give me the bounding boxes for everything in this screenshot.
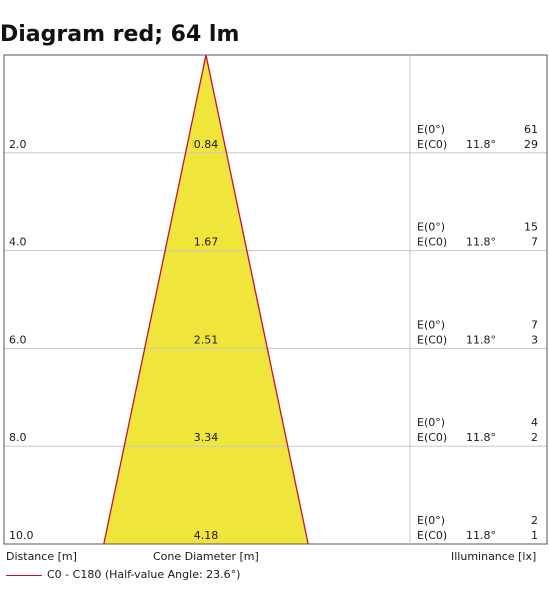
ec0-label: E(C0) <box>417 333 447 346</box>
e0-label: E(0°) <box>417 123 445 136</box>
e0-value: 15 <box>524 221 538 234</box>
ec0-value: 1 <box>531 529 538 542</box>
angle-label: 11.8° <box>466 333 496 346</box>
cone-diameter-label: 3.34 <box>194 431 219 444</box>
distance-label: 10.0 <box>9 529 34 542</box>
ec0-value: 29 <box>524 138 538 151</box>
distance-label: 6.0 <box>9 333 27 346</box>
e0-label: E(0°) <box>417 416 445 429</box>
cone-diameter-label: 1.67 <box>194 236 219 249</box>
diagram-title: Diagram red; 64 lm <box>0 22 240 47</box>
cone-edge-right <box>205 54 309 545</box>
cone-diameter-label: 4.18 <box>194 529 219 542</box>
distance-label: 4.0 <box>9 236 27 249</box>
angle-label: 11.8° <box>466 138 496 151</box>
ec0-label: E(C0) <box>417 431 447 444</box>
e0-value: 7 <box>531 318 538 331</box>
distance-label: 2.0 <box>9 138 27 151</box>
e0-label: E(0°) <box>417 514 445 527</box>
e0-value: 4 <box>531 416 538 429</box>
distance-label: 8.0 <box>9 431 27 444</box>
cone-diameter-label: 2.51 <box>194 333 219 346</box>
ec0-value: 2 <box>531 431 538 444</box>
cone-edge-left <box>103 54 207 545</box>
e0-label: E(0°) <box>417 221 445 234</box>
distance-axis-label: Distance [m] <box>6 550 77 563</box>
angle-label: 11.8° <box>466 529 496 542</box>
cone-diameter-label: 0.84 <box>194 138 219 151</box>
ec0-label: E(C0) <box>417 138 447 151</box>
illuminance-axis-label: Illuminance [lx] <box>451 550 537 563</box>
e0-value: 2 <box>531 514 538 527</box>
angle-label: 11.8° <box>466 431 496 444</box>
e0-value: 61 <box>524 123 538 136</box>
legend-line-swatch <box>6 575 42 576</box>
light-cone <box>103 55 309 544</box>
legend-label: C0 - C180 (Half-value Angle: 23.6°) <box>47 568 241 581</box>
cone-diameter-axis-label: Cone Diameter [m] <box>153 550 259 563</box>
diagram-frame <box>3 54 548 545</box>
ec0-value: 3 <box>531 333 538 346</box>
ec0-label: E(C0) <box>417 529 447 542</box>
e0-label: E(0°) <box>417 318 445 331</box>
angle-label: 11.8° <box>466 236 496 249</box>
ec0-label: E(C0) <box>417 236 447 249</box>
ec0-value: 7 <box>531 236 538 249</box>
